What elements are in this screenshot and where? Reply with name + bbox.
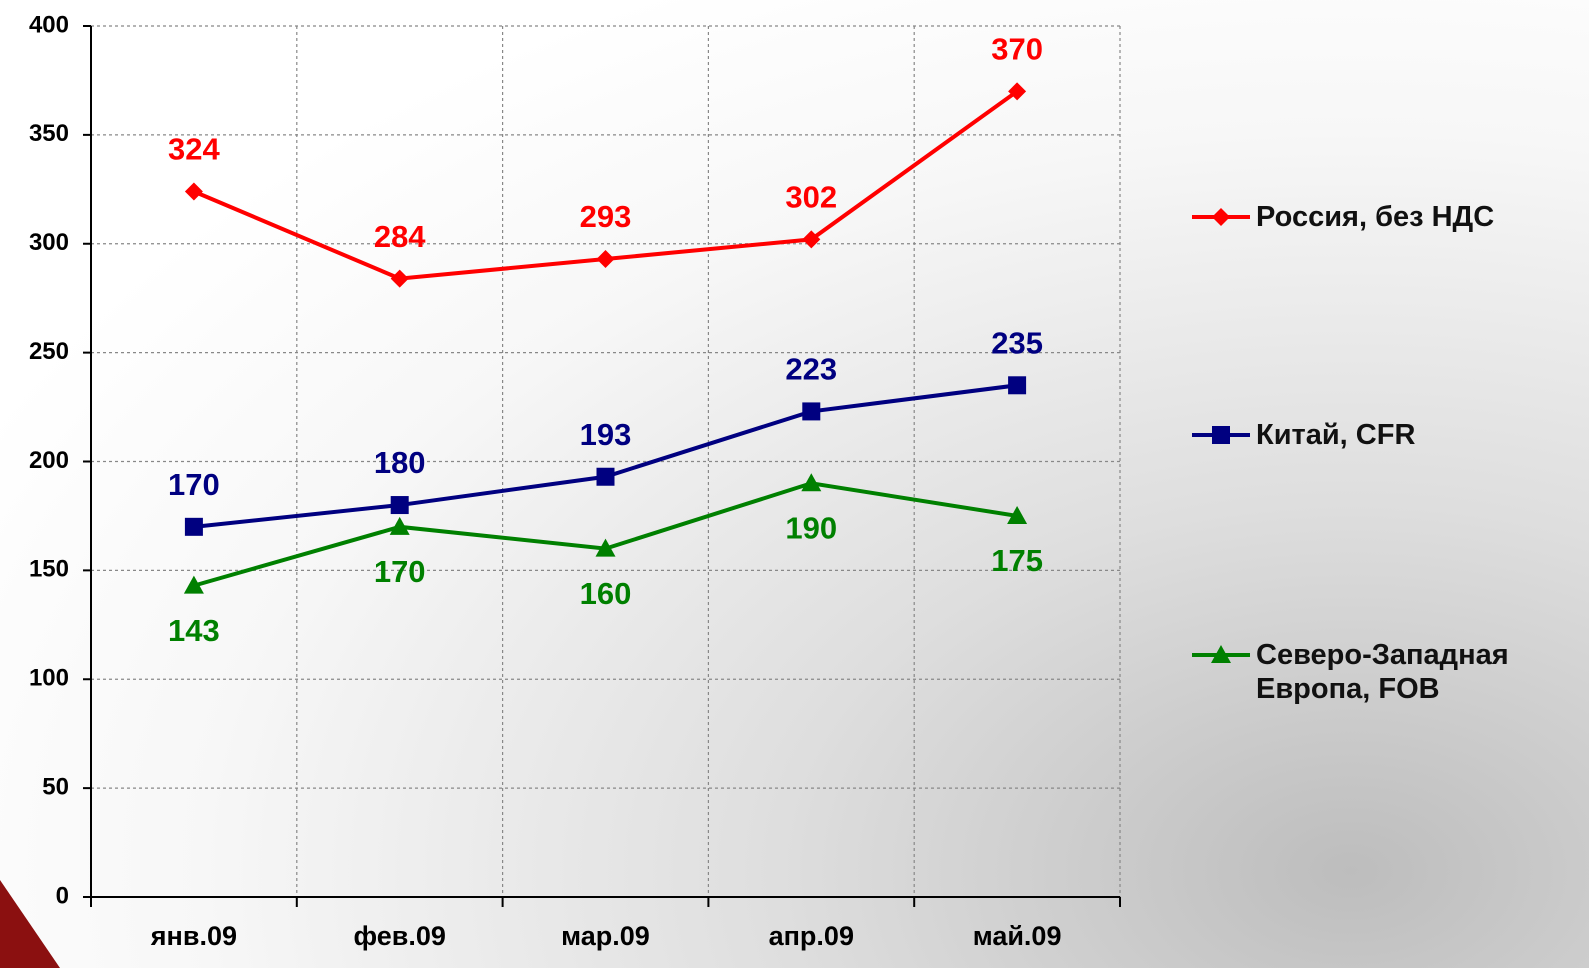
data-label: 370 (991, 32, 1043, 67)
legend-label: Россия, без НДС (1256, 201, 1495, 233)
data-label: 284 (374, 219, 426, 254)
data-label: 143 (168, 613, 220, 648)
marker (595, 538, 616, 557)
data-label: 324 (168, 132, 220, 167)
marker (1212, 426, 1230, 444)
x-tick-label: май.09 (973, 921, 1062, 951)
series-line (193, 481, 1018, 588)
marker (183, 575, 204, 594)
legend-item: Северо-Западная Европа, FOB (1192, 638, 1576, 706)
series-line (193, 383, 1018, 529)
marker (184, 182, 203, 201)
data-label: 190 (785, 510, 837, 545)
data-label: 293 (580, 199, 632, 234)
legend-item: Китай, CFR (1192, 418, 1576, 452)
data-label: 193 (580, 417, 632, 452)
marker (596, 249, 615, 268)
y-tick-label: 50 (42, 773, 69, 800)
data-label: 170 (168, 467, 220, 502)
marker (389, 516, 410, 535)
x-tick-label: мар.09 (561, 921, 650, 951)
legend-item: Россия, без НДС (1192, 200, 1576, 234)
marker (801, 473, 822, 492)
y-tick-label: 400 (29, 11, 69, 38)
legend-icon (1192, 645, 1250, 663)
y-tick-label: 150 (29, 556, 69, 583)
y-tick-label: 350 (29, 120, 69, 147)
marker (1007, 505, 1028, 524)
legend-label: Китай, CFR (1256, 419, 1416, 451)
data-label: 223 (785, 352, 837, 387)
data-label: 160 (580, 576, 632, 611)
marker (802, 230, 821, 249)
marker (1212, 208, 1230, 226)
decoration (0, 880, 60, 968)
y-tick-label: 0 (56, 882, 69, 909)
x-tick-label: янв.09 (150, 921, 237, 951)
marker (802, 402, 821, 421)
legend-icon (1192, 208, 1250, 226)
data-label: 170 (374, 554, 426, 589)
y-tick-label: 100 (29, 665, 69, 692)
y-tick-label: 200 (29, 447, 69, 474)
data-label: 175 (991, 543, 1043, 578)
data-label: 235 (991, 325, 1043, 360)
legend-icon (1192, 426, 1250, 444)
marker (390, 269, 409, 288)
y-tick-label: 250 (29, 338, 69, 365)
data-label: 180 (374, 445, 426, 480)
legend-label: Северо-Западная Европа, FOB (1256, 639, 1509, 705)
marker (1008, 82, 1027, 101)
data-label: 302 (785, 180, 837, 215)
marker (596, 467, 615, 486)
marker (1008, 376, 1027, 395)
y-tick-label: 300 (29, 229, 69, 256)
marker (390, 496, 409, 515)
marker (1211, 645, 1231, 663)
marker (184, 517, 203, 536)
x-tick-label: апр.09 (769, 921, 854, 951)
x-tick-label: фев.09 (353, 921, 445, 951)
